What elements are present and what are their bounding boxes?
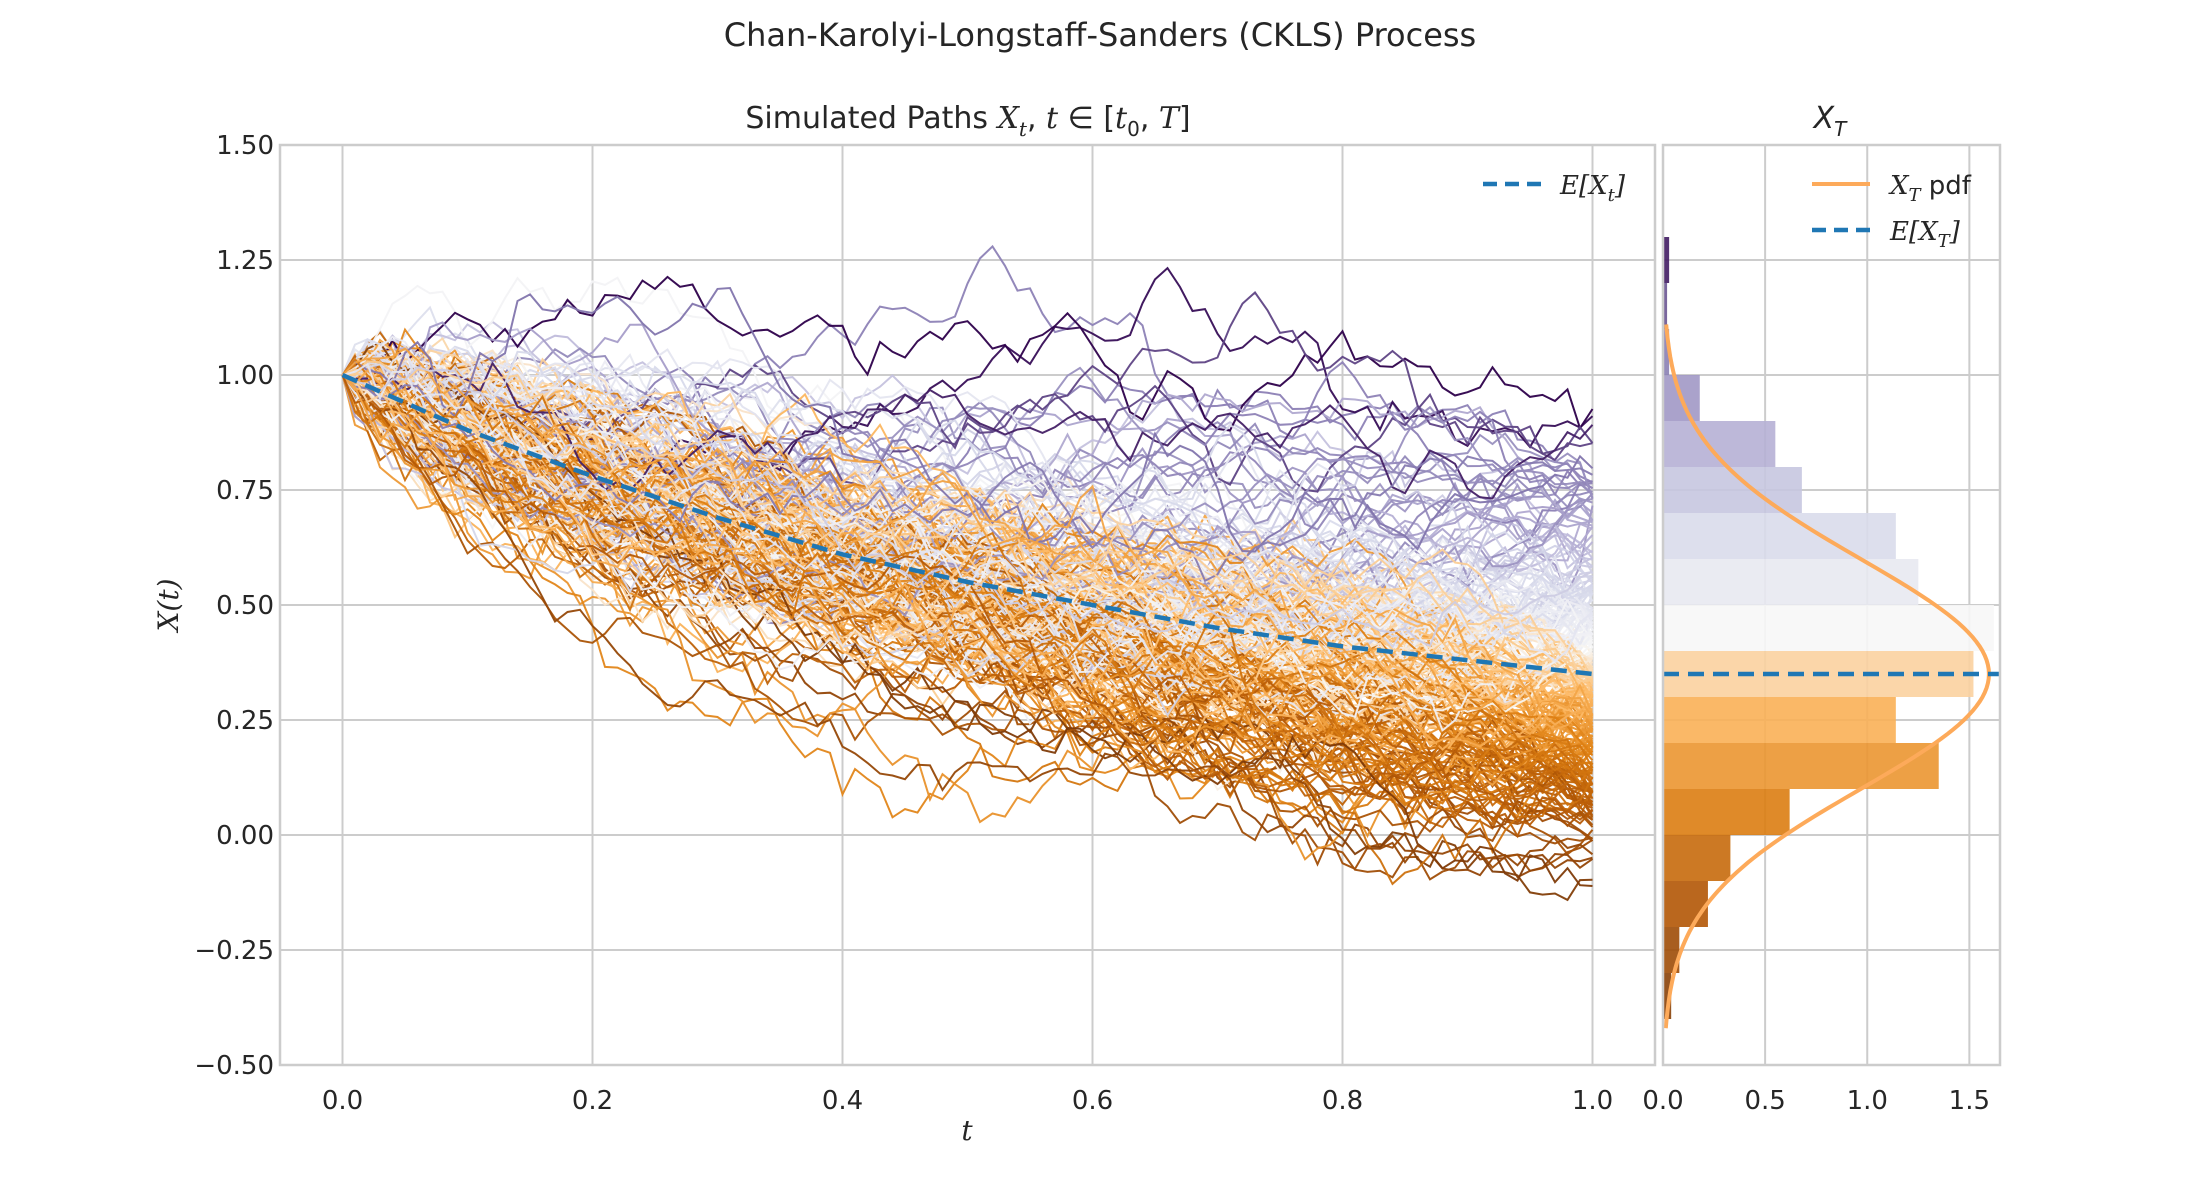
histogram-bars — [1663, 237, 1994, 1019]
simulated-path — [342, 374, 1594, 760]
simulated-path — [341, 347, 1593, 507]
x-tick-label: 1.0 — [1572, 1086, 1613, 1116]
histogram-tick-labels: 0.0 0.5 1.0 1.5 — [1642, 1086, 1990, 1116]
legend-pdf-label: XT pdf — [1888, 171, 1972, 206]
histogram-bar — [1663, 513, 1896, 559]
simulated-path — [341, 374, 1593, 583]
legend-terminal-expectation-label: E[XT] — [1889, 217, 1961, 252]
simulated-path — [341, 275, 1594, 432]
hist-x-tick-label: 1.0 — [1847, 1086, 1888, 1116]
histogram-bar — [1663, 559, 1919, 605]
simulated-path — [342, 374, 1594, 690]
terminal-distribution-panel: XT 0.0 0.5 1.0 1.5 XT pdf E[XT] — [1642, 101, 2002, 1116]
histogram-bar — [1663, 237, 1670, 283]
hist-x-tick-label: 1.5 — [1949, 1086, 1990, 1116]
simulated-path — [341, 374, 1594, 819]
figure-suptitle: Chan-Karolyi-Longstaff-Sanders (CKLS) Pr… — [724, 16, 1476, 54]
simulated-path — [341, 374, 1594, 886]
simulated-path — [341, 374, 1594, 681]
histogram-legend: XT pdf E[XT] — [1812, 171, 1972, 252]
y-tick-label: 1.25 — [216, 246, 274, 276]
histogram-bar — [1663, 467, 1802, 513]
hist-x-tick-label: 0.0 — [1642, 1086, 1683, 1116]
simulated-path — [341, 346, 1594, 645]
simulated-path — [342, 350, 1593, 600]
x-tick-label: 0.6 — [1072, 1086, 1113, 1116]
x-axis-label: t — [961, 1114, 973, 1147]
simulated-path — [342, 335, 1594, 655]
y-tick-label: 0.75 — [216, 476, 274, 506]
simulated-path — [342, 364, 1594, 680]
x-tick-label: 0.2 — [572, 1086, 613, 1116]
simulated-path — [342, 374, 1593, 806]
paths-panel-title: Simulated Paths Xt, t ∈ [t0, T] — [745, 101, 1190, 141]
y-tick-label: −0.25 — [194, 936, 274, 966]
x-tick-label: 0.8 — [1322, 1086, 1363, 1116]
simulated-path — [341, 362, 1594, 792]
y-axis-label: X(t) — [152, 578, 185, 633]
y-tick-label: 0.00 — [216, 821, 274, 851]
paths-panel: Simulated Paths Xt, t ∈ [t0, T] 0.0 0.2 0.… — [152, 101, 1657, 1147]
y-tick-label: 1.00 — [216, 361, 274, 391]
simulated-path — [341, 347, 1594, 720]
simulated-path — [341, 369, 1594, 675]
simulated-path — [341, 374, 1593, 778]
expectation-line — [341, 372, 1593, 677]
paths-legend: E[Xt] — [1483, 171, 1626, 206]
simulated-path — [342, 373, 1593, 887]
simulated-path — [342, 374, 1593, 679]
simulated-path — [342, 357, 1593, 717]
simulated-path — [341, 362, 1594, 819]
histogram-bar — [1663, 605, 1994, 651]
simulated-path — [342, 372, 1594, 753]
histogram-bar — [1663, 973, 1672, 1019]
paths-frame — [278, 143, 1657, 1067]
histogram-bar — [1663, 835, 1731, 881]
simulated-path — [342, 370, 1594, 713]
histogram-bar — [1663, 743, 1939, 789]
y-tick-label: 0.25 — [216, 706, 274, 736]
simulated-path — [341, 357, 1594, 800]
legend-expectation-label: E[Xt] — [1559, 171, 1626, 206]
x-tick-label: 0.4 — [822, 1086, 863, 1116]
simulated-paths — [341, 244, 1594, 902]
simulated-path — [342, 362, 1594, 663]
simulated-path — [341, 374, 1594, 725]
histogram-bar — [1663, 789, 1790, 835]
hist-x-tick-label: 0.5 — [1744, 1086, 1785, 1116]
histogram-bar — [1663, 283, 1668, 329]
y-tick-label: −0.50 — [194, 1051, 274, 1081]
simulated-path — [341, 374, 1594, 867]
histogram-bar — [1663, 697, 1896, 743]
histogram-bar — [1663, 329, 1670, 375]
histogram-bar — [1663, 881, 1708, 927]
paths-tick-labels: 0.0 0.2 0.4 0.6 0.8 1.0 1.50 1.25 1.00 0.75 0.50 0.… — [194, 131, 1613, 1116]
y-tick-label: 1.50 — [216, 131, 274, 161]
terminal-panel-title: XT — [1812, 101, 1849, 141]
simulated-path — [342, 361, 1594, 500]
simulated-path — [341, 374, 1593, 733]
simulated-path — [341, 369, 1593, 748]
histogram-frame — [1661, 143, 2002, 1067]
pdf-curve — [1663, 324, 1991, 1029]
x-tick-label: 0.0 — [322, 1086, 363, 1116]
y-tick-label: 0.50 — [216, 591, 274, 621]
